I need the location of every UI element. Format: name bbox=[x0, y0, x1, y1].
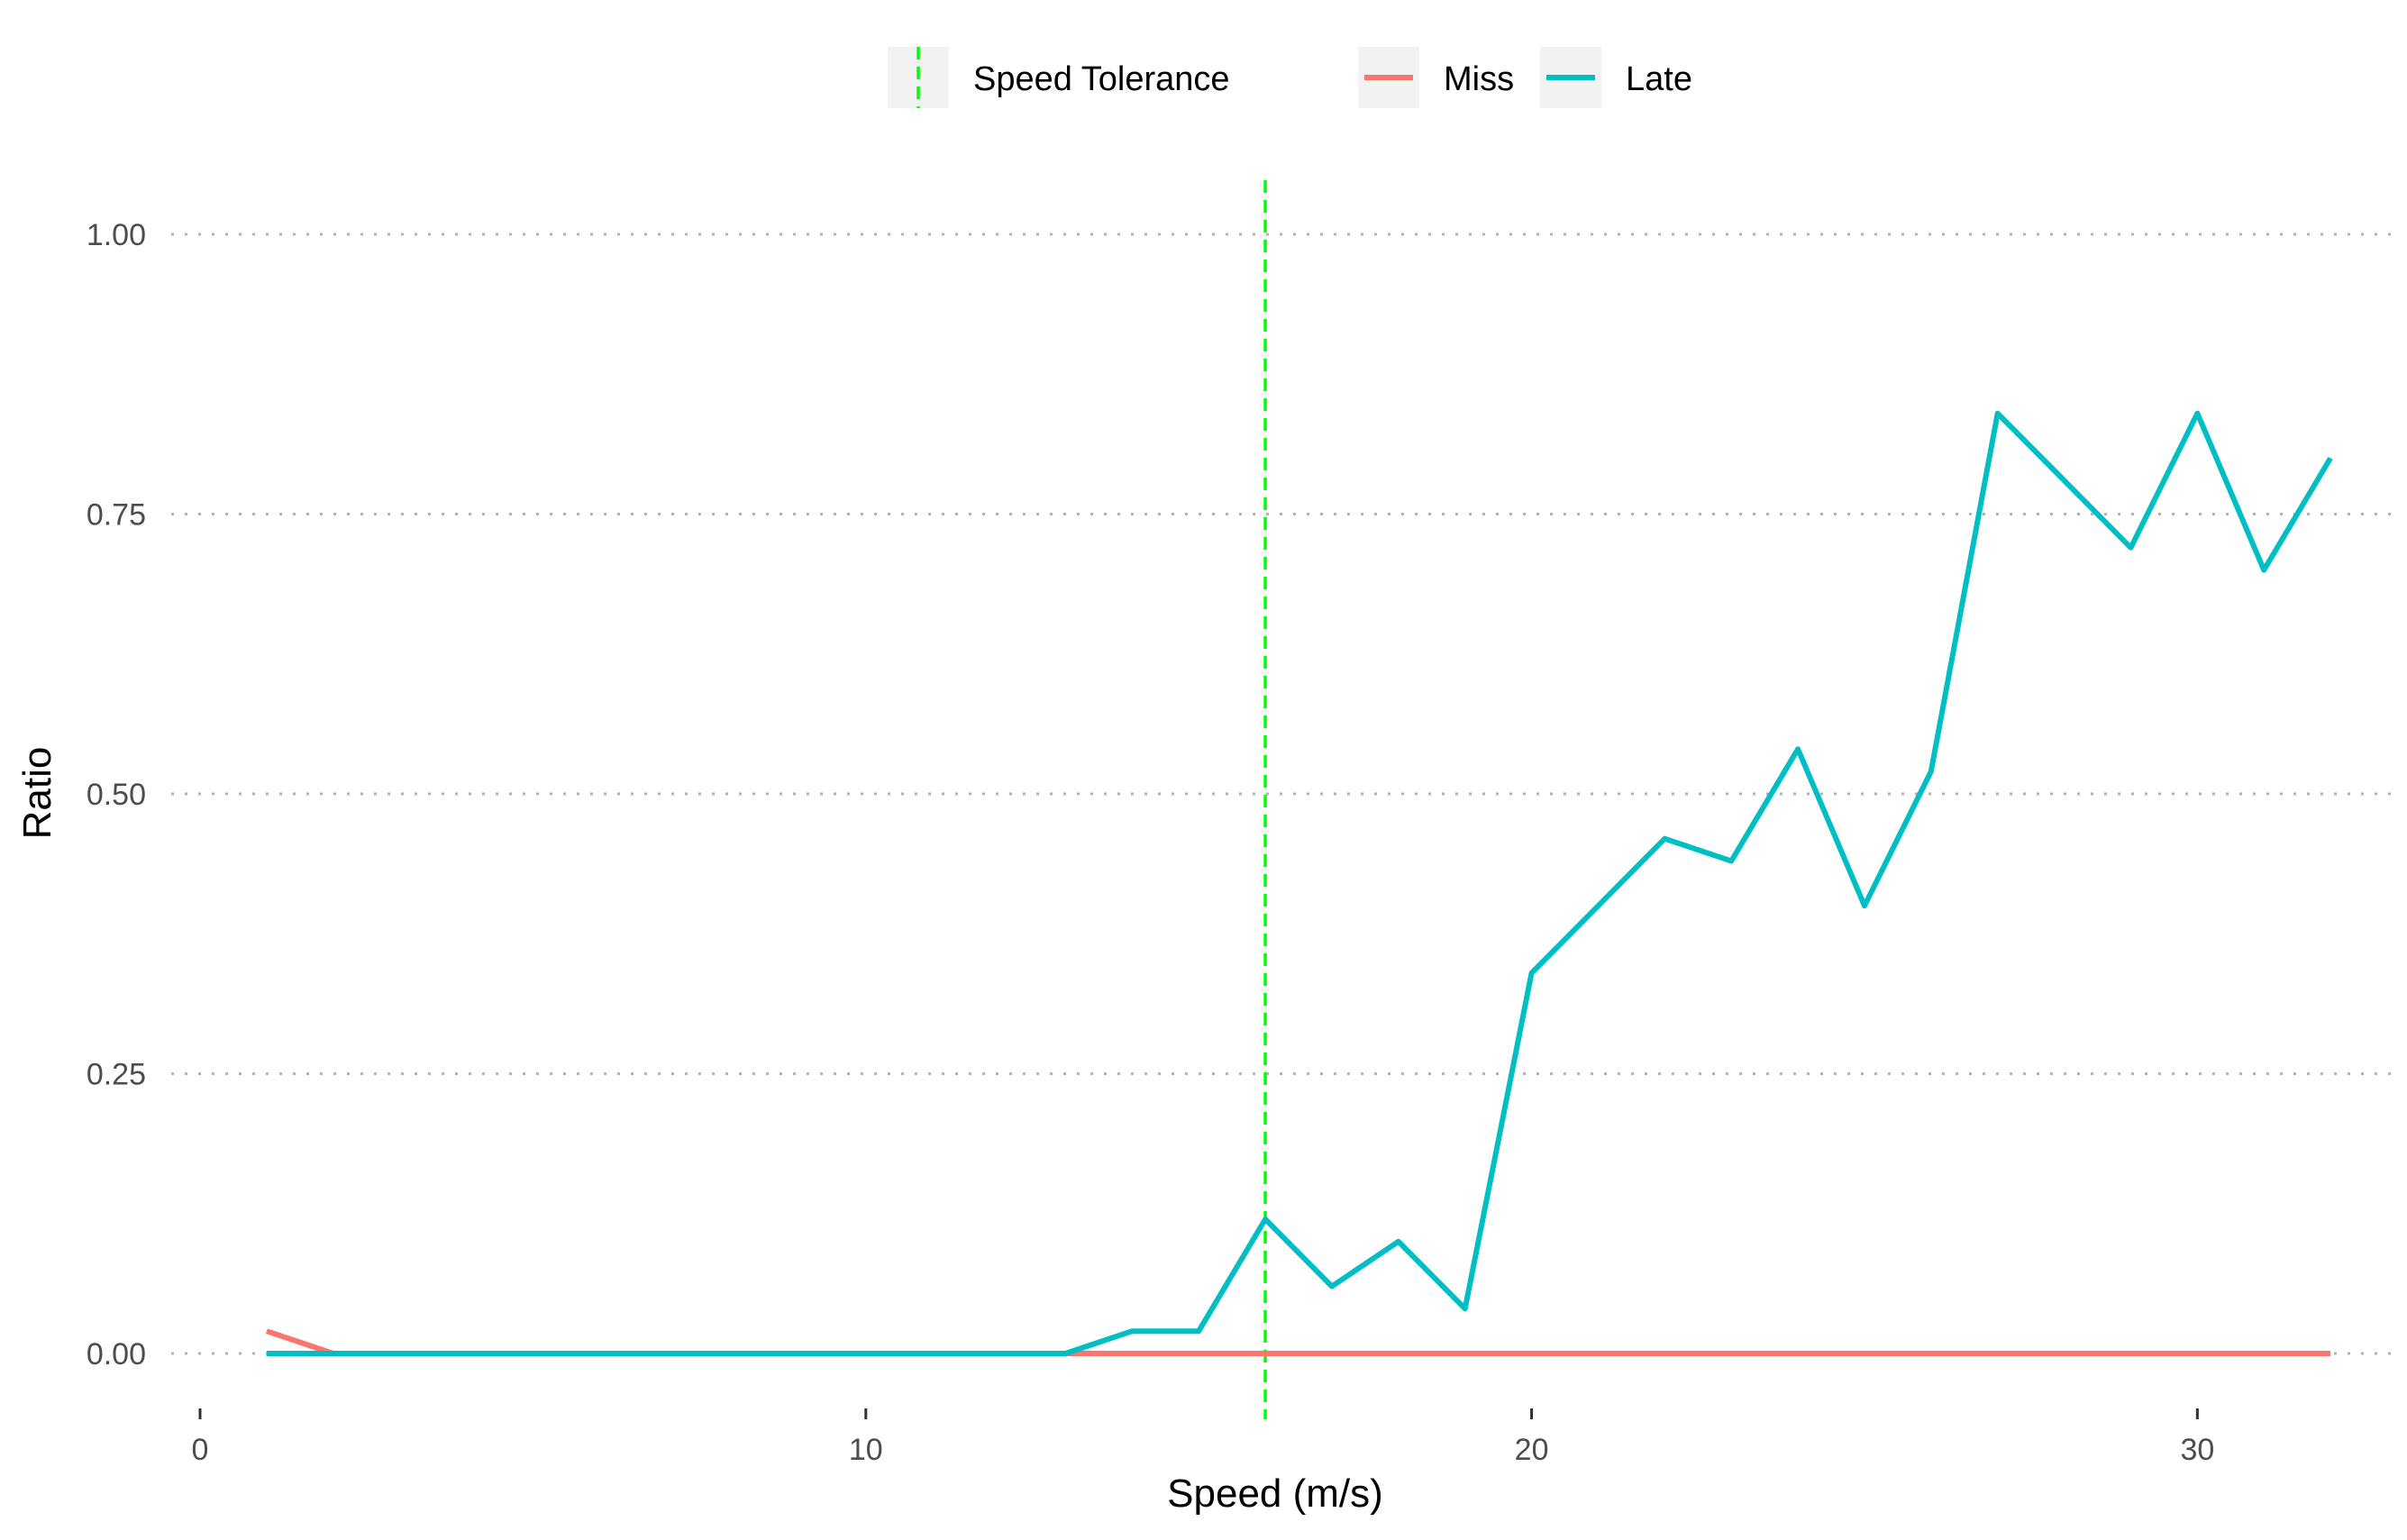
y-tick-label: 0.50 bbox=[87, 778, 146, 812]
series-layer bbox=[265, 410, 2333, 1356]
y-tick-label: 0.75 bbox=[87, 498, 146, 533]
y-axis: 0.00 0.25 0.50 0.75 1.00 bbox=[87, 218, 146, 1371]
series-line-miss bbox=[265, 1328, 2331, 1356]
x-axis: 0 10 20 30 bbox=[192, 1408, 2214, 1467]
legend-label-speed-tolerance: Speed Tolerance bbox=[973, 60, 1230, 98]
y-tick-label: 0.00 bbox=[87, 1337, 146, 1371]
x-tick-label: 10 bbox=[849, 1433, 883, 1467]
legend-label-miss: Miss bbox=[1444, 60, 1514, 98]
x-tick-label: 20 bbox=[1515, 1433, 1549, 1467]
legend: Speed Tolerance Miss Late bbox=[888, 47, 1692, 108]
gridlines bbox=[171, 232, 2397, 1355]
x-tick-label: 30 bbox=[2180, 1433, 2214, 1467]
y-tick-label: 0.25 bbox=[87, 1058, 146, 1092]
x-tick-label: 0 bbox=[192, 1433, 209, 1467]
y-axis-title: Ratio bbox=[15, 747, 59, 840]
legend-label-late: Late bbox=[1626, 60, 1692, 98]
series-line-late bbox=[266, 410, 2333, 1356]
y-tick-label: 1.00 bbox=[87, 218, 146, 252]
x-axis-title: Speed (m/s) bbox=[1167, 1472, 1383, 1516]
